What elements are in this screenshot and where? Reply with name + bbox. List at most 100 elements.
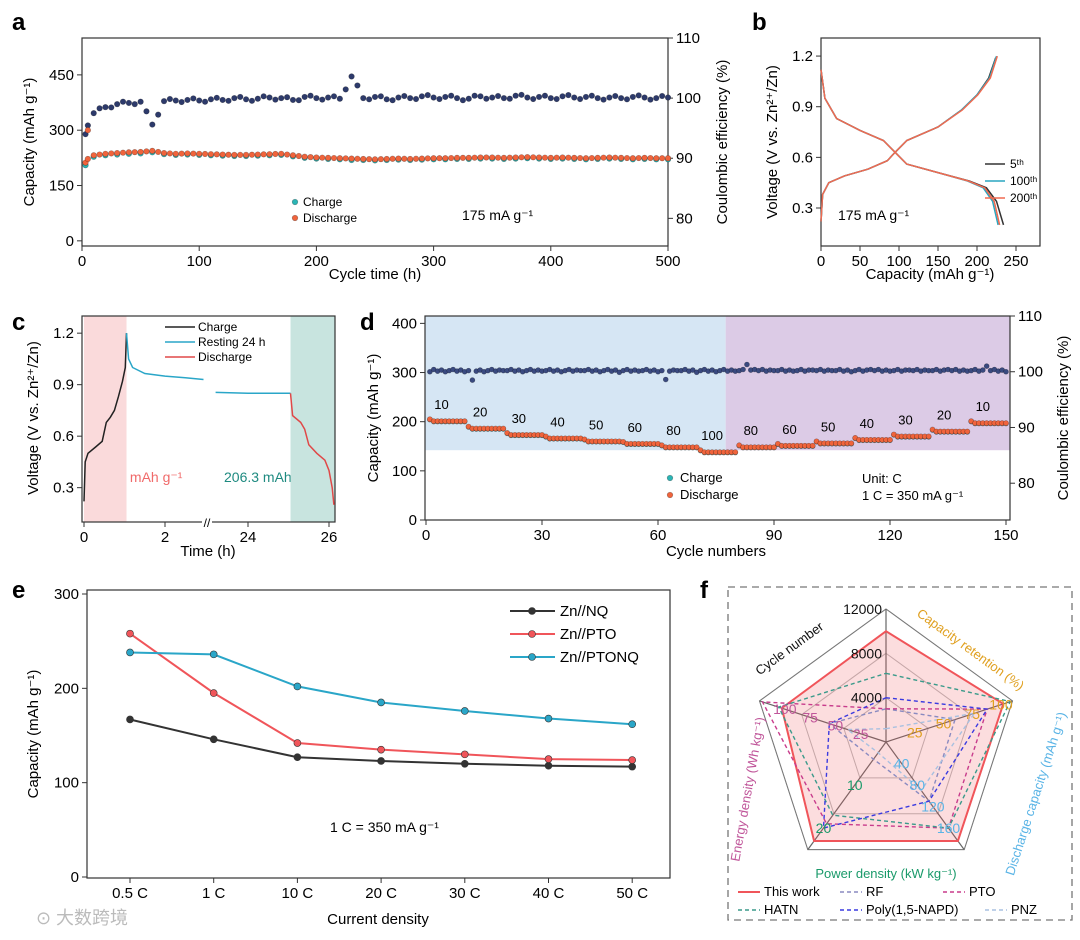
a-ce-point [278, 95, 285, 102]
a-ce-point [260, 93, 267, 100]
a-discharge-point [518, 154, 525, 161]
b-xtick-label: 150 [925, 253, 950, 270]
a-xtick-label: 500 [655, 253, 680, 270]
a-ce-point [371, 93, 379, 101]
c-axis-break-gap [202, 518, 212, 526]
a-xtick-label: 200 [304, 253, 329, 270]
d-discharge-point [461, 418, 468, 425]
a-ce-point [348, 73, 355, 80]
a-ce-point [114, 101, 121, 108]
e-point [544, 761, 553, 770]
b-discharge-curve [820, 69, 1005, 226]
c-xtick-label: 26 [321, 529, 338, 546]
a-discharge-point [119, 149, 127, 156]
f-tick-label: 75 [964, 706, 980, 722]
d-ce-point [979, 367, 986, 373]
e-series-line [129, 651, 633, 726]
a-discharge-point [149, 147, 156, 154]
a-ce-point [342, 86, 349, 93]
c-xtick-label: 0 [80, 529, 88, 546]
a-ce-point [319, 96, 326, 103]
a-discharge-point [225, 151, 232, 158]
f-dashed-frame [727, 586, 1073, 921]
a-ce-point [465, 95, 472, 102]
b-ytick-label: 0.3 [792, 200, 813, 217]
a-discharge-point [664, 155, 672, 162]
a-ce-point [494, 92, 502, 100]
a-ce-point [360, 95, 367, 102]
panel-label-a: a [12, 9, 26, 36]
d-ytick-label: 300 [392, 365, 417, 382]
f-tick-label: 20 [816, 820, 832, 836]
f-axis-spoke [885, 700, 1013, 743]
e-point [377, 698, 385, 707]
d-rate-label: 60 [628, 420, 642, 435]
a-discharge-point [383, 155, 390, 163]
e-legend-label: Zn//PTO [560, 626, 616, 643]
d-rate-label: 60 [782, 422, 796, 437]
c-axis-break: // [204, 516, 211, 530]
c-ytick-label: 0.6 [53, 428, 74, 445]
a-ce-point [166, 95, 173, 103]
f-axis-title: Energy density (Wh kg⁻¹) [727, 716, 767, 863]
d-ylabel: Capacity (mAh g⁻¹) [365, 354, 382, 483]
c-charge-region [84, 316, 127, 522]
a-legend-charge-marker [291, 198, 299, 206]
d-xtick-label: 120 [877, 527, 902, 544]
a-y2label: Coulombic efficiency (%) [714, 60, 731, 225]
a-discharge-point [319, 154, 326, 161]
d-rate-label: 10 [976, 399, 990, 414]
e-point [460, 759, 469, 768]
a-xtick-label: 0 [78, 253, 86, 270]
a-discharge-point [266, 151, 273, 158]
a-discharge-point [500, 154, 508, 161]
a-discharge-point [371, 156, 379, 163]
a-ce-point [160, 98, 168, 105]
d-y2tick-label: 110 [1018, 308, 1042, 325]
c-ytick-label: 0.9 [53, 377, 74, 394]
a-discharge-point [196, 150, 203, 157]
a-discharge-point [114, 149, 121, 157]
d-legend-charge: Charge [680, 470, 723, 485]
e-ytick-label: 300 [54, 586, 79, 603]
f-series-pnz [845, 712, 977, 792]
e-point [628, 720, 637, 728]
a-discharge-point [360, 155, 367, 163]
f-tick-label: 80 [909, 777, 925, 793]
f-axis-title: Cycle number [753, 618, 827, 678]
e-xtick-label: 20 C [365, 885, 397, 902]
a-discharge-point [524, 154, 531, 161]
a-discharge-point [190, 150, 197, 157]
b-charge-curve [820, 55, 999, 222]
d-discharge-region [725, 316, 1010, 451]
a-discharge-point [254, 151, 261, 158]
a-discharge-point [477, 154, 484, 161]
a-xlabel: Cycle time (h) [329, 266, 422, 283]
d-discharge-point [732, 449, 739, 456]
a-discharge-point [395, 155, 402, 162]
e-ytick-label: 200 [54, 680, 79, 697]
d-ce-point [659, 367, 665, 374]
watermark-logo: ⊙ [36, 908, 51, 928]
a-ce-point [647, 96, 654, 103]
a-ce-point [565, 92, 572, 99]
a-ce-point [254, 95, 261, 102]
a-ce-point [453, 95, 461, 102]
f-series-pto [761, 701, 989, 829]
e-ytick-label: 100 [54, 775, 79, 792]
a-ce-point [330, 93, 338, 100]
b-ytick-label: 0.6 [792, 149, 813, 166]
a-discharge-point [237, 151, 244, 159]
b-xtick-label: 0 [817, 253, 825, 270]
a-ce-point [401, 92, 408, 100]
d-rate-note: 1 C = 350 mA g⁻¹ [862, 488, 964, 503]
a-discharge-point [348, 155, 355, 162]
e-point [460, 707, 469, 715]
a-ce-point [301, 93, 308, 101]
a-ce-point [102, 104, 109, 111]
e-legend-label: Zn//NQ [560, 603, 608, 620]
a-discharge-point [541, 154, 549, 161]
watermark: 大数跨境 [56, 908, 128, 928]
c-charge-curve [83, 333, 128, 502]
a-discharge-point [248, 151, 256, 158]
